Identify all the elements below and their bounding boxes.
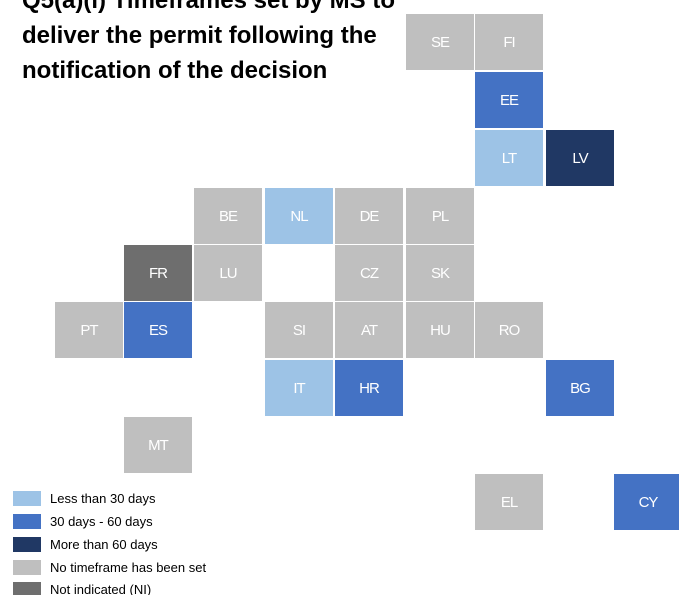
country-tile: LT <box>475 130 543 186</box>
country-tile: CZ <box>335 245 403 301</box>
country-tile: CY <box>614 474 679 530</box>
country-tile: LU <box>194 245 262 301</box>
legend-label: 30 days - 60 days <box>50 514 153 529</box>
legend-swatch <box>13 491 41 506</box>
map-title: Q5(a)(i) Timeframes set by MS to deliver… <box>22 0 395 84</box>
country-tile: EL <box>475 474 543 530</box>
country-tile: FI <box>475 14 543 70</box>
legend-label: More than 60 days <box>50 537 158 552</box>
country-tile: MT <box>124 417 192 473</box>
country-tile: SK <box>406 245 474 301</box>
country-tile: SI <box>265 302 333 358</box>
legend-swatch <box>13 537 41 552</box>
legend-swatch <box>13 560 41 575</box>
country-tile: PL <box>406 188 474 244</box>
legend-label: No timeframe has been set <box>50 560 207 575</box>
country-tile: IT <box>265 360 333 416</box>
legend-label: Less than 30 days <box>50 491 156 506</box>
country-tile: RO <box>475 302 543 358</box>
legend-swatch <box>13 514 41 529</box>
country-tile: EE <box>475 72 543 128</box>
country-tile: FR <box>124 245 192 301</box>
legend-swatch <box>13 582 41 595</box>
country-tile: BG <box>546 360 614 416</box>
country-tile: HU <box>406 302 474 358</box>
country-tile: DE <box>335 188 403 244</box>
country-tile: HR <box>335 360 403 416</box>
country-tile: LV <box>546 130 614 186</box>
country-tile: ES <box>124 302 192 358</box>
country-tile: AT <box>335 302 403 358</box>
country-tile: PT <box>55 302 123 358</box>
country-tile: NL <box>265 188 333 244</box>
country-tile: BE <box>194 188 262 244</box>
country-tile: SE <box>406 14 474 70</box>
legend-label: Not indicated (NI) <box>50 582 152 595</box>
